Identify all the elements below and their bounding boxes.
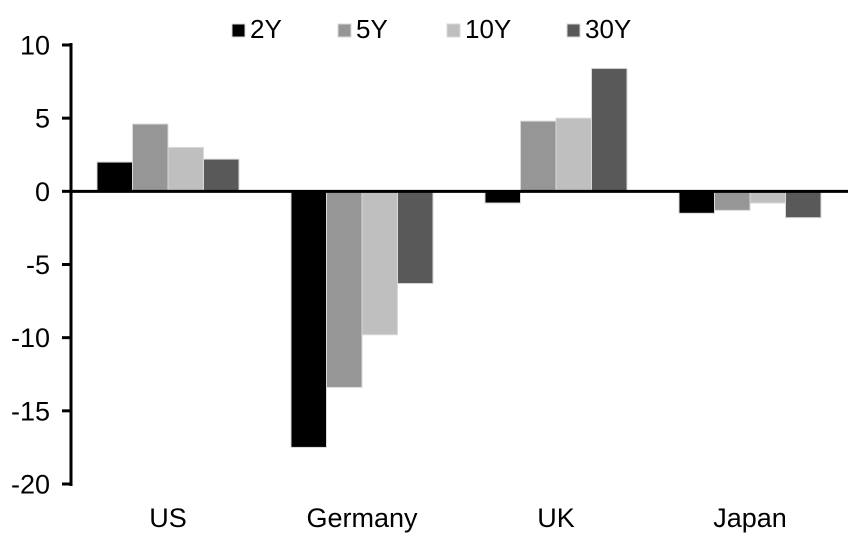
bar-5y-germany — [326, 190, 363, 388]
y-tick-label: 5 — [35, 104, 50, 134]
bar-10y-uk — [555, 117, 592, 192]
bar-30y-germany — [397, 190, 434, 285]
bar-5y-uk — [520, 120, 557, 192]
bar-30y-uk — [591, 67, 628, 192]
legend-swatch-icon-30y — [566, 23, 581, 38]
legend-swatch-icon-2y — [231, 23, 246, 38]
x-category-label-germany: Germany — [306, 503, 418, 533]
bar-2y-us — [96, 161, 133, 192]
legend-swatch-icon-10y — [446, 23, 461, 38]
bar-10y-japan — [749, 190, 786, 204]
x-category-label-japan: Japan — [713, 503, 787, 533]
y-tick-label: 0 — [35, 177, 50, 207]
x-category-label-uk: UK — [537, 503, 575, 533]
bar-5y-japan — [714, 190, 751, 211]
bar-30y-japan — [785, 190, 822, 219]
bar-30y-us — [203, 158, 240, 192]
legend-label-2y: 2Y — [250, 14, 282, 44]
legend-label-30y: 30Y — [585, 14, 631, 44]
y-tick-label: 10 — [20, 30, 50, 60]
x-category-label-us: US — [149, 503, 187, 533]
legend-swatch-icon-5y — [337, 23, 352, 38]
y-tick-label: -15 — [11, 396, 50, 426]
bar-2y-germany — [290, 190, 327, 448]
y-tick-label: -20 — [11, 469, 50, 499]
y-tick-label: -10 — [11, 323, 50, 353]
bar-10y-germany — [361, 190, 398, 336]
y-tick-label: -5 — [26, 250, 50, 280]
legend-label-5y: 5Y — [356, 14, 388, 44]
bar-2y-uk — [484, 190, 521, 204]
bar-2y-japan — [678, 190, 715, 214]
legend-label-10y: 10Y — [465, 14, 511, 44]
bar-10y-us — [167, 146, 204, 192]
bar-5y-us — [132, 123, 169, 192]
